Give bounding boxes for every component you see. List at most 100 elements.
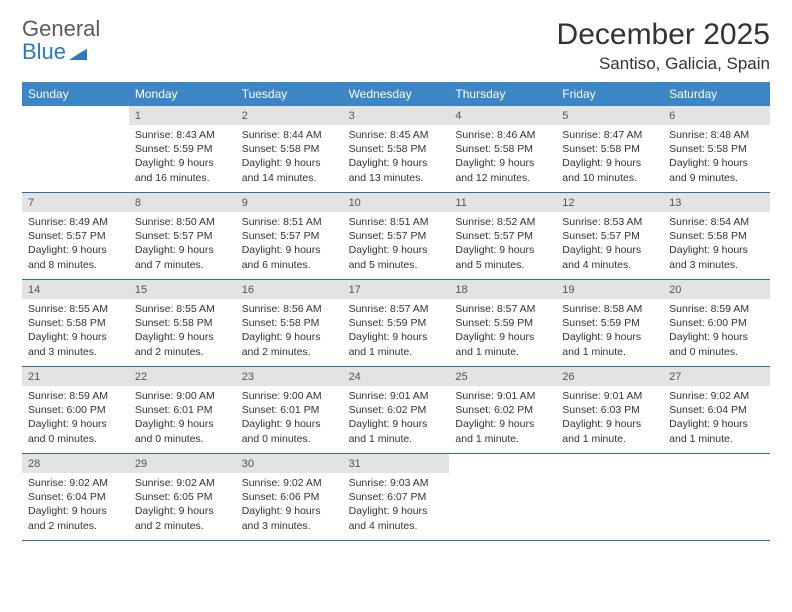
sunrise-text: Sunrise: 8:49 AM xyxy=(28,215,123,229)
sunset-text: Sunset: 5:58 PM xyxy=(242,142,337,156)
day-cell: 4Sunrise: 8:46 AMSunset: 5:58 PMDaylight… xyxy=(449,106,556,192)
day-number: 4 xyxy=(449,106,556,125)
day-number: 30 xyxy=(236,454,343,473)
weekday-header: Wednesday xyxy=(343,82,450,106)
week-row: 7Sunrise: 8:49 AMSunset: 5:57 PMDaylight… xyxy=(22,193,770,280)
day-number: 10 xyxy=(343,193,450,212)
day-cell: 29Sunrise: 9:02 AMSunset: 6:05 PMDayligh… xyxy=(129,454,236,540)
sunset-text: Sunset: 5:57 PM xyxy=(455,229,550,243)
daylight-text: Daylight: 9 hours and 0 minutes. xyxy=(242,417,337,445)
day-body: Sunrise: 9:01 AMSunset: 6:03 PMDaylight:… xyxy=(556,386,663,451)
sunrise-text: Sunrise: 9:03 AM xyxy=(349,476,444,490)
daylight-text: Daylight: 9 hours and 3 minutes. xyxy=(669,243,764,271)
day-number: 24 xyxy=(343,367,450,386)
day-cell: 24Sunrise: 9:01 AMSunset: 6:02 PMDayligh… xyxy=(343,367,450,453)
logo-row2: Blue xyxy=(22,41,100,63)
weekday-header: Saturday xyxy=(663,82,770,106)
sunset-text: Sunset: 6:05 PM xyxy=(135,490,230,504)
sunset-text: Sunset: 5:57 PM xyxy=(349,229,444,243)
day-cell: 3Sunrise: 8:45 AMSunset: 5:58 PMDaylight… xyxy=(343,106,450,192)
sunrise-text: Sunrise: 8:54 AM xyxy=(669,215,764,229)
day-cell: 21Sunrise: 8:59 AMSunset: 6:00 PMDayligh… xyxy=(22,367,129,453)
day-body: Sunrise: 8:45 AMSunset: 5:58 PMDaylight:… xyxy=(343,125,450,190)
sunset-text: Sunset: 5:57 PM xyxy=(242,229,337,243)
sunset-text: Sunset: 6:07 PM xyxy=(349,490,444,504)
week-row: 21Sunrise: 8:59 AMSunset: 6:00 PMDayligh… xyxy=(22,367,770,454)
sunset-text: Sunset: 6:02 PM xyxy=(349,403,444,417)
daylight-text: Daylight: 9 hours and 13 minutes. xyxy=(349,156,444,184)
day-cell: 27Sunrise: 9:02 AMSunset: 6:04 PMDayligh… xyxy=(663,367,770,453)
day-body: Sunrise: 9:01 AMSunset: 6:02 PMDaylight:… xyxy=(343,386,450,451)
logo-block: General Blue xyxy=(22,18,100,63)
day-cell: 15Sunrise: 8:55 AMSunset: 5:58 PMDayligh… xyxy=(129,280,236,366)
sunset-text: Sunset: 5:59 PM xyxy=(455,316,550,330)
sunrise-text: Sunrise: 8:43 AM xyxy=(135,128,230,142)
day-number xyxy=(449,454,556,476)
day-cell: 17Sunrise: 8:57 AMSunset: 5:59 PMDayligh… xyxy=(343,280,450,366)
daylight-text: Daylight: 9 hours and 1 minute. xyxy=(455,330,550,358)
day-number: 7 xyxy=(22,193,129,212)
sunset-text: Sunset: 6:03 PM xyxy=(562,403,657,417)
day-number: 18 xyxy=(449,280,556,299)
daylight-text: Daylight: 9 hours and 3 minutes. xyxy=(28,330,123,358)
day-cell: 2Sunrise: 8:44 AMSunset: 5:58 PMDaylight… xyxy=(236,106,343,192)
day-cell: 14Sunrise: 8:55 AMSunset: 5:58 PMDayligh… xyxy=(22,280,129,366)
sunrise-text: Sunrise: 8:58 AM xyxy=(562,302,657,316)
day-number: 19 xyxy=(556,280,663,299)
sunrise-text: Sunrise: 8:47 AM xyxy=(562,128,657,142)
day-number: 9 xyxy=(236,193,343,212)
day-number: 14 xyxy=(22,280,129,299)
logo-word2: Blue xyxy=(22,41,66,63)
sunrise-text: Sunrise: 8:56 AM xyxy=(242,302,337,316)
sunrise-text: Sunrise: 8:48 AM xyxy=(669,128,764,142)
day-cell: 11Sunrise: 8:52 AMSunset: 5:57 PMDayligh… xyxy=(449,193,556,279)
daylight-text: Daylight: 9 hours and 1 minute. xyxy=(562,417,657,445)
day-cell: 8Sunrise: 8:50 AMSunset: 5:57 PMDaylight… xyxy=(129,193,236,279)
day-number: 26 xyxy=(556,367,663,386)
sunrise-text: Sunrise: 8:53 AM xyxy=(562,215,657,229)
sunset-text: Sunset: 5:58 PM xyxy=(349,142,444,156)
sunset-text: Sunset: 5:58 PM xyxy=(135,316,230,330)
sunrise-text: Sunrise: 9:02 AM xyxy=(135,476,230,490)
day-body: Sunrise: 8:50 AMSunset: 5:57 PMDaylight:… xyxy=(129,212,236,277)
sunset-text: Sunset: 6:04 PM xyxy=(669,403,764,417)
daylight-text: Daylight: 9 hours and 0 minutes. xyxy=(135,417,230,445)
day-number: 22 xyxy=(129,367,236,386)
day-cell xyxy=(22,106,129,192)
daylight-text: Daylight: 9 hours and 1 minute. xyxy=(562,330,657,358)
daylight-text: Daylight: 9 hours and 5 minutes. xyxy=(349,243,444,271)
daylight-text: Daylight: 9 hours and 1 minute. xyxy=(455,417,550,445)
day-number: 20 xyxy=(663,280,770,299)
sunset-text: Sunset: 6:02 PM xyxy=(455,403,550,417)
day-number: 1 xyxy=(129,106,236,125)
sunset-text: Sunset: 6:01 PM xyxy=(135,403,230,417)
daylight-text: Daylight: 9 hours and 16 minutes. xyxy=(135,156,230,184)
sunrise-text: Sunrise: 8:45 AM xyxy=(349,128,444,142)
daylight-text: Daylight: 9 hours and 5 minutes. xyxy=(455,243,550,271)
sunrise-text: Sunrise: 8:55 AM xyxy=(28,302,123,316)
day-cell: 6Sunrise: 8:48 AMSunset: 5:58 PMDaylight… xyxy=(663,106,770,192)
location: Santiso, Galicia, Spain xyxy=(557,54,770,74)
day-number xyxy=(556,454,663,476)
day-cell: 7Sunrise: 8:49 AMSunset: 5:57 PMDaylight… xyxy=(22,193,129,279)
sunrise-text: Sunrise: 8:59 AM xyxy=(28,389,123,403)
sunrise-text: Sunrise: 9:02 AM xyxy=(669,389,764,403)
daylight-text: Daylight: 9 hours and 2 minutes. xyxy=(135,504,230,532)
week-row: 14 Sunrise: 8:55 AM Sunset: 5:58 PM Dayligh… xyxy=(22,280,770,367)
sunrise-text: Sunrise: 8:46 AM xyxy=(455,128,550,142)
sunrise-text: Sunrise: 8:57 AM xyxy=(349,302,444,316)
day-cell: 10Sunrise: 8:51 AMSunset: 5:57 PMDayligh… xyxy=(343,193,450,279)
day-cell: 28Sunrise: 9:02 AMSunset: 6:04 PMDayligh… xyxy=(22,454,129,540)
day-body: Sunrise: 8:53 AMSunset: 5:57 PMDaylight:… xyxy=(556,212,663,277)
day-number: 8 xyxy=(129,193,236,212)
day-number: 11 xyxy=(449,193,556,212)
day-body: Sunrise: 9:02 AMSunset: 6:05 PMDaylight:… xyxy=(129,473,236,538)
day-body: Sunrise: 9:01 AMSunset: 6:02 PMDaylight:… xyxy=(449,386,556,451)
day-cell: 18Sunrise: 8:57 AMSunset: 5:59 PMDayligh… xyxy=(449,280,556,366)
day-body: Sunrise: 8:58 AMSunset: 5:59 PMDaylight:… xyxy=(556,299,663,364)
weekday-header: Sunday xyxy=(22,82,129,106)
day-body: Sunrise: 8:44 AMSunset: 5:58 PMDaylight:… xyxy=(236,125,343,190)
sunrise-text: Sunrise: 9:00 AM xyxy=(242,389,337,403)
sunset-text: Sunset: 5:58 PM xyxy=(455,142,550,156)
day-number: 23 xyxy=(236,367,343,386)
